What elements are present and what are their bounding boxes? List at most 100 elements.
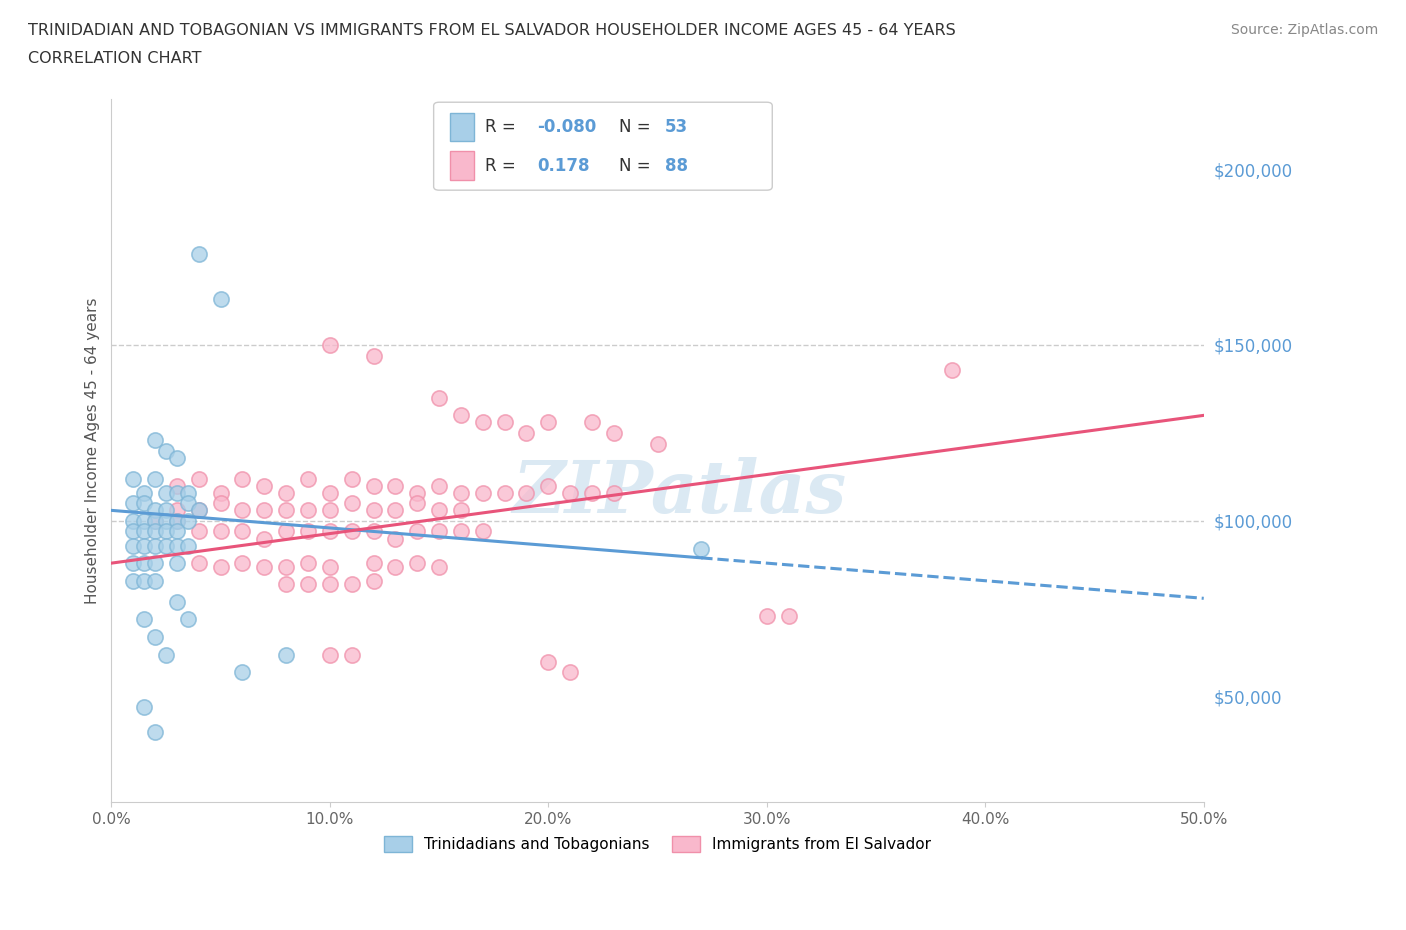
Point	[560, 665, 582, 680]
Point	[319, 503, 342, 518]
Point	[450, 503, 472, 518]
Point	[450, 485, 472, 500]
Point	[177, 612, 200, 627]
Point	[122, 556, 145, 571]
Point	[177, 513, 200, 528]
FancyBboxPatch shape	[433, 102, 772, 190]
Point	[363, 478, 385, 493]
Point	[406, 496, 429, 511]
Point	[603, 485, 626, 500]
Point	[319, 338, 342, 352]
Point	[143, 724, 166, 739]
Point	[581, 485, 603, 500]
Text: 0.178: 0.178	[537, 156, 591, 175]
Point	[319, 577, 342, 591]
Text: R =: R =	[485, 118, 516, 136]
Point	[253, 531, 276, 546]
Point	[166, 503, 188, 518]
Point	[122, 513, 145, 528]
Point	[166, 538, 188, 553]
Point	[406, 485, 429, 500]
Point	[166, 513, 188, 528]
Point	[134, 556, 156, 571]
Point	[134, 612, 156, 627]
Point	[209, 292, 232, 307]
Point	[319, 485, 342, 500]
Point	[187, 472, 209, 486]
Point	[363, 573, 385, 588]
Point	[319, 524, 342, 538]
Point	[340, 496, 363, 511]
Point	[276, 524, 298, 538]
Point	[166, 524, 188, 538]
Point	[471, 485, 494, 500]
Point	[340, 472, 363, 486]
Point	[187, 524, 209, 538]
Point	[143, 524, 166, 538]
Point	[427, 524, 450, 538]
Point	[560, 485, 582, 500]
Point	[450, 524, 472, 538]
Point	[471, 415, 494, 430]
Point	[319, 559, 342, 574]
Point	[471, 524, 494, 538]
Text: CORRELATION CHART: CORRELATION CHART	[28, 51, 201, 66]
Point	[166, 513, 188, 528]
Point	[187, 503, 209, 518]
Text: -0.080: -0.080	[537, 118, 596, 136]
Point	[122, 524, 145, 538]
Point	[276, 559, 298, 574]
Point	[231, 503, 253, 518]
Point	[297, 503, 319, 518]
Point	[155, 503, 177, 518]
Point	[143, 513, 166, 528]
Point	[363, 503, 385, 518]
Point	[134, 524, 156, 538]
Text: TRINIDADIAN AND TOBAGONIAN VS IMMIGRANTS FROM EL SALVADOR HOUSEHOLDER INCOME AGE: TRINIDADIAN AND TOBAGONIAN VS IMMIGRANTS…	[28, 23, 956, 38]
Point	[166, 450, 188, 465]
Point	[134, 485, 156, 500]
Point	[122, 573, 145, 588]
Point	[941, 362, 963, 377]
Point	[177, 538, 200, 553]
Point	[427, 559, 450, 574]
Point	[166, 594, 188, 609]
Point	[363, 556, 385, 571]
Point	[427, 391, 450, 405]
Point	[297, 556, 319, 571]
Point	[209, 559, 232, 574]
Point	[515, 485, 537, 500]
Point	[494, 415, 516, 430]
Point	[340, 577, 363, 591]
Point	[143, 556, 166, 571]
Point	[166, 478, 188, 493]
Y-axis label: Householder Income Ages 45 - 64 years: Householder Income Ages 45 - 64 years	[86, 298, 100, 604]
Point	[406, 556, 429, 571]
Point	[276, 503, 298, 518]
Text: N =: N =	[619, 156, 651, 175]
Point	[537, 415, 560, 430]
Point	[276, 577, 298, 591]
Point	[384, 478, 406, 493]
Point	[537, 478, 560, 493]
Point	[143, 472, 166, 486]
Point	[690, 541, 713, 556]
Point	[297, 472, 319, 486]
Point	[276, 647, 298, 662]
Point	[134, 538, 156, 553]
Point	[603, 426, 626, 441]
Point	[537, 654, 560, 669]
Text: 53: 53	[665, 118, 689, 136]
Point	[155, 524, 177, 538]
Point	[340, 647, 363, 662]
Point	[155, 538, 177, 553]
Point	[122, 496, 145, 511]
Point	[134, 513, 156, 528]
Point	[406, 524, 429, 538]
Point	[209, 524, 232, 538]
Point	[209, 485, 232, 500]
Point	[134, 496, 156, 511]
Legend: Trinidadians and Tobagonians, Immigrants from El Salvador: Trinidadians and Tobagonians, Immigrants…	[378, 830, 938, 858]
Point	[143, 573, 166, 588]
Point	[143, 630, 166, 644]
